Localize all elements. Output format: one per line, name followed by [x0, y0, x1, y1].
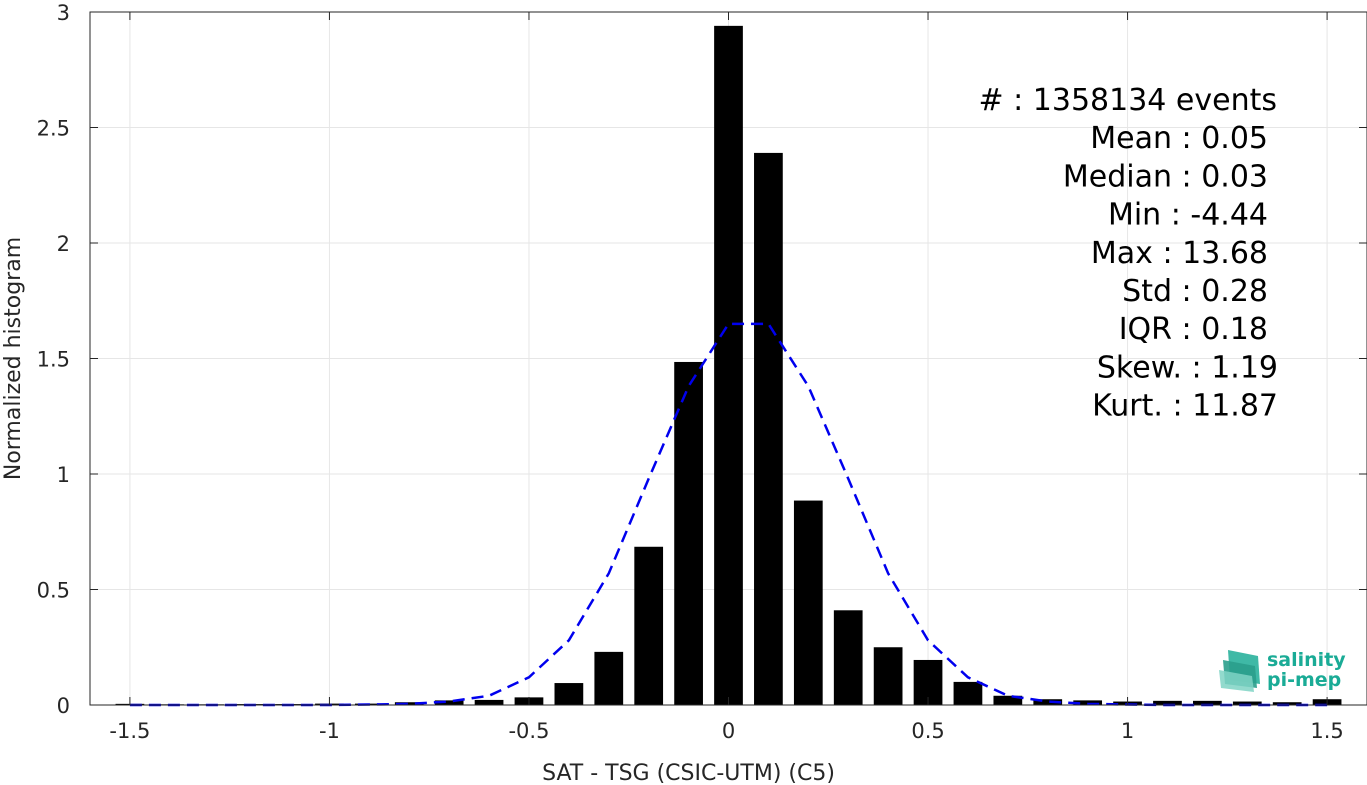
histogram-bar: [394, 702, 424, 705]
x-tick-label: -1: [319, 719, 340, 743]
histogram-bar: [714, 25, 743, 706]
histogram-bar: [873, 647, 903, 705]
y-tick-label: 3: [57, 1, 70, 25]
x-tick-label: 1.5: [1310, 719, 1343, 743]
x-axis-label: SAT - TSG (CSIC-UTM) (C5): [542, 761, 835, 785]
stat-line: IQR : 0.18: [1119, 312, 1268, 347]
histogram-bar: [833, 610, 863, 705]
histogram-bar: [554, 683, 584, 705]
histogram-bar: [953, 681, 983, 705]
histogram-bar: [1272, 702, 1302, 705]
x-axis-ticks: -1.5 -1 -0.5 0 0.5 1 1.5: [109, 12, 1344, 743]
x-tick-label: 0: [722, 719, 735, 743]
y-axis-ticks: 0 0.5 1 1.5 2 2.5 3: [37, 1, 1367, 718]
histogram-bar: [594, 651, 624, 705]
x-tick-label: 1: [1121, 719, 1134, 743]
x-tick-label: -1.5: [109, 719, 150, 743]
histogram-bar: [1193, 700, 1222, 705]
histogram-bar: [434, 700, 464, 705]
y-tick-label: 1.5: [37, 348, 70, 372]
histogram-bar: [1033, 699, 1063, 705]
logo-text-salinity: salinity: [1267, 649, 1346, 671]
histogram-bar: [993, 695, 1023, 705]
salinity-pi-mep-logo: salinity pi-mep: [1219, 649, 1346, 692]
y-tick-label: 2: [57, 232, 70, 256]
stat-line: Min : -4.44: [1108, 198, 1268, 233]
stat-line: Skew. : 1.19: [1097, 350, 1278, 385]
histogram-bar: [674, 361, 703, 705]
logo-text-pi-mep: pi-mep: [1267, 669, 1341, 691]
stat-line: # : 1358134 events: [978, 83, 1277, 118]
y-tick-label: 0.5: [37, 579, 70, 603]
stat-line: Max : 13.68: [1091, 236, 1268, 271]
y-tick-label: 2.5: [37, 117, 70, 141]
histogram-bar: [793, 500, 823, 705]
stat-line: Mean : 0.05: [1090, 121, 1268, 156]
stat-line: Kurt. : 11.87: [1092, 389, 1278, 424]
histogram-bar: [1232, 701, 1262, 705]
y-tick-label: 0: [57, 694, 70, 718]
histogram-bars: [115, 25, 1342, 706]
stat-line: Std : 0.28: [1122, 274, 1268, 309]
y-tick-label: 1: [57, 463, 70, 487]
logo-waves-icon: [1219, 650, 1260, 692]
histogram-bar: [1153, 700, 1182, 705]
x-tick-label: 0.5: [911, 719, 944, 743]
histogram-bar: [634, 546, 664, 705]
stat-line: Median : 0.03: [1063, 159, 1268, 194]
x-tick-label: -0.5: [508, 719, 549, 743]
y-axis-label: Normalized histogram: [1, 237, 26, 480]
histogram-bar: [474, 699, 504, 705]
histogram-bar: [754, 152, 783, 705]
